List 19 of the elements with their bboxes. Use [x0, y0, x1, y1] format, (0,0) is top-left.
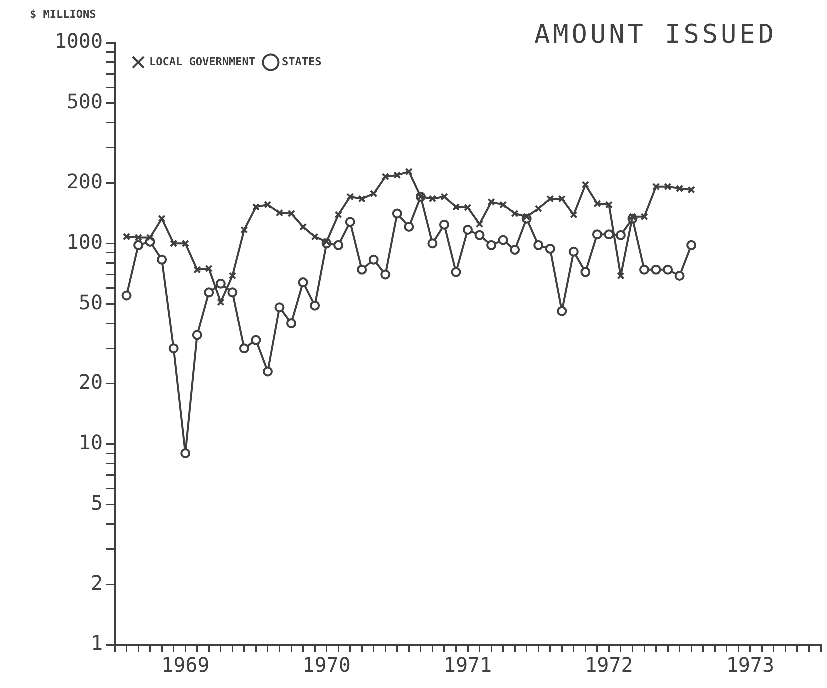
- y-tick-label: 2: [90, 570, 103, 595]
- y-tick-label: 200: [66, 169, 103, 194]
- y-tick-label: 5: [90, 490, 103, 515]
- x-tick-label: 1972: [585, 653, 634, 678]
- x-tick-label: 1969: [162, 653, 210, 678]
- y-tick-label: 500: [66, 90, 103, 114]
- y-tick-label: 10: [78, 430, 103, 455]
- legend-label: LOCAL GOVERNMENT: [150, 55, 256, 68]
- y-tick-label: 100: [66, 230, 103, 254]
- y-tick-label: 20: [78, 370, 103, 394]
- y-tick-label: 1: [90, 631, 103, 656]
- x-tick-label: 1971: [444, 653, 492, 678]
- legend-label: STATES: [282, 55, 322, 68]
- y-axis-title: $ MILLIONS: [30, 8, 96, 21]
- y-tick-label: 50: [78, 290, 103, 314]
- x-tick-label: 1973: [726, 653, 774, 678]
- x-tick-label: 1970: [302, 653, 351, 678]
- chart-title: AMOUNT ISSUED: [534, 20, 777, 50]
- y-tick-label: 1000: [54, 29, 103, 54]
